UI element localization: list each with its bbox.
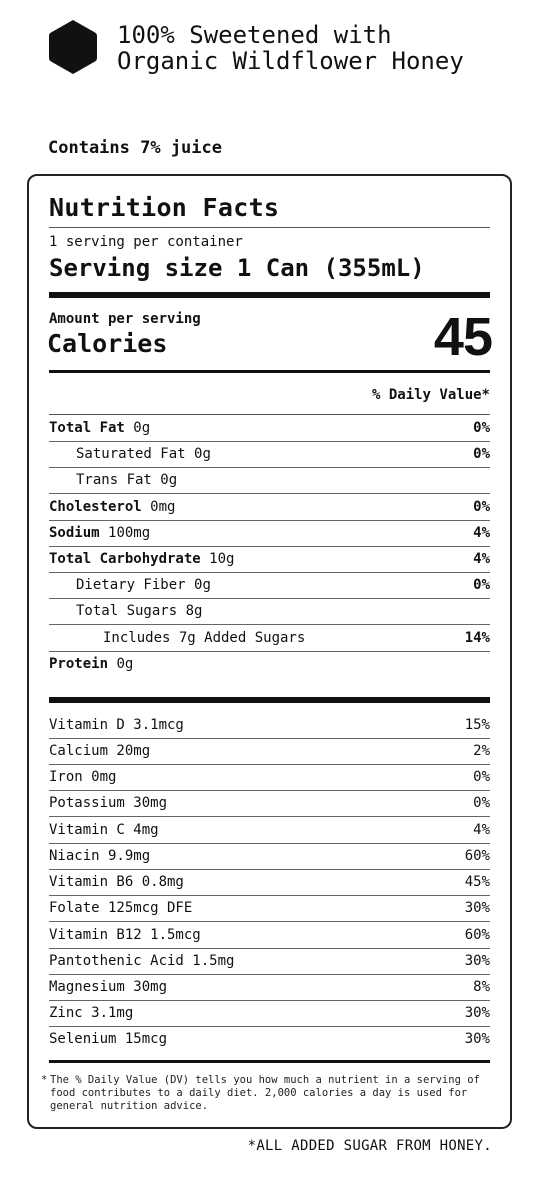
nutrient-amount: 100mg <box>108 525 151 541</box>
vitamin-dv: 15% <box>464 717 490 733</box>
vitamin-row: Zinc 3.1mg 30% <box>49 1001 490 1027</box>
vitamin-name: Vitamin C 4mg <box>49 822 159 838</box>
medium-divider <box>49 370 490 373</box>
footnote-star: * <box>41 1074 48 1086</box>
vitamin-row: Selenium 15mcg 30% <box>49 1027 490 1053</box>
headline: 100% Sweetened with Organic Wildflower H… <box>117 22 464 74</box>
added-sugar-note: *ALL ADDED SUGAR FROM HONEY. <box>247 1138 492 1154</box>
vitamin-dv: 30% <box>464 900 490 916</box>
vitamin-name: Vitamin B6 0.8mg <box>49 874 184 890</box>
vitamin-row: Vitamin C 4mg 4% <box>49 818 490 844</box>
vitamin-name: Magnesium 30mg <box>49 979 168 995</box>
nutrient-row-total-carbohydrate: Total Carbohydrate 10g 4% <box>49 547 490 573</box>
nutrition-facts-title: Nutrition Facts <box>49 193 280 222</box>
nutrient-name: Total Sugars <box>76 603 178 619</box>
vitamin-row: Niacin 9.9mg 60% <box>49 844 490 870</box>
nutrient-dv: 4% <box>473 525 490 541</box>
nutrient-name: Protein <box>49 656 109 672</box>
vitamin-name: Pantothenic Acid 1.5mg <box>49 953 235 969</box>
nutrient-dv: 0% <box>473 577 490 593</box>
divider <box>49 227 490 228</box>
nutrient-name: Total Fat <box>49 420 125 436</box>
amount-per-serving-label: Amount per serving <box>49 311 201 327</box>
vitamin-row: Vitamin B12 1.5mcg 60% <box>49 923 490 949</box>
headline-line-1: 100% Sweetened with <box>117 21 392 49</box>
vitamin-dv: 30% <box>464 1031 490 1047</box>
nutrient-dv: 4% <box>473 551 490 567</box>
nutrient-name: Sodium <box>49 525 100 541</box>
nutrient-amount: 10g <box>209 551 235 567</box>
nutrition-facts-panel: Nutrition Facts 1 serving per container … <box>27 174 512 1129</box>
daily-value-header: % Daily Value* <box>371 387 490 403</box>
divider <box>49 414 490 415</box>
vitamin-row: Pantothenic Acid 1.5mg 30% <box>49 949 490 975</box>
calories-value: 45 <box>433 307 493 367</box>
nutrient-dv: 14% <box>464 630 490 646</box>
nutrient-row-trans-fat: Trans Fat 0g <box>49 468 490 494</box>
vitamin-dv: 0% <box>473 795 490 811</box>
nutrient-name: Saturated Fat <box>76 446 186 462</box>
nutrient-amount: 0g <box>194 446 211 462</box>
nutrient-row-sodium: Sodium 100mg 4% <box>49 521 490 547</box>
nutrient-row-added-sugars: Includes 7g Added Sugars 14% <box>49 626 490 652</box>
calories-label: Calories <box>47 329 168 358</box>
vitamin-dv: 60% <box>464 927 490 943</box>
nutrient-row-saturated-fat: Saturated Fat 0g 0% <box>49 442 490 468</box>
medium-divider <box>49 1060 490 1063</box>
nutrient-name: Trans Fat <box>76 472 152 488</box>
vitamin-name: Iron 0mg <box>49 769 117 785</box>
vitamin-name: Potassium 30mg <box>49 795 168 811</box>
nutrient-name: Cholesterol <box>49 499 142 515</box>
footnote-text: The % Daily Value (DV) tells you how muc… <box>50 1074 480 1112</box>
nutrient-dv: 0% <box>473 499 490 515</box>
vitamin-row: Potassium 30mg 0% <box>49 791 490 817</box>
thick-divider <box>49 697 490 703</box>
vitamin-name: Vitamin B12 1.5mcg <box>49 927 201 943</box>
vitamin-dv: 8% <box>473 979 490 995</box>
nutrient-amount: 0g <box>160 472 178 488</box>
vitamin-name: Folate 125mcg DFE <box>49 900 193 916</box>
vitamin-dv: 30% <box>464 953 490 969</box>
servings-per-container: 1 serving per container <box>49 234 243 250</box>
vitamin-name: Selenium 15mcg <box>49 1031 168 1047</box>
vitamin-row: Folate 125mcg DFE 30% <box>49 896 490 922</box>
nutrient-row-total-fat: Total Fat 0g 0% <box>49 416 490 442</box>
nutrient-amount: 0g <box>194 577 211 593</box>
vitamin-dv: 45% <box>464 874 490 890</box>
vitamin-dv: 0% <box>473 769 490 785</box>
nutrient-dv: 0% <box>473 420 490 436</box>
vitamin-row: Iron 0mg 0% <box>49 765 490 791</box>
serving-size: Serving size 1 Can (355mL) <box>49 254 425 282</box>
vitamin-dv: 60% <box>464 848 490 864</box>
nutrient-row-total-sugars: Total Sugars 8g <box>49 599 490 625</box>
vitamin-row: Vitamin B6 0.8mg 45% <box>49 870 490 896</box>
vitamin-row: Vitamin D 3.1mcg 15% <box>49 713 490 739</box>
daily-value-footnote: * The % Daily Value (DV) tells you how m… <box>41 1074 501 1113</box>
nutrient-dv: 0% <box>473 446 490 462</box>
vitamin-name: Zinc 3.1mg <box>49 1005 134 1021</box>
nutrient-amount: 0g <box>133 420 151 436</box>
nutrient-row-dietary-fiber: Dietary Fiber 0g 0% <box>49 573 490 599</box>
headline-line-2: Organic Wildflower Honey <box>117 47 464 75</box>
vitamin-name: Niacin 9.9mg <box>49 848 151 864</box>
vitamin-name: Vitamin D 3.1mcg <box>49 717 184 733</box>
thick-divider <box>49 292 490 298</box>
vitamin-dv: 4% <box>473 822 490 838</box>
vitamin-row: Magnesium 30mg 8% <box>49 975 490 1001</box>
hexagon-icon <box>49 20 97 74</box>
nutrient-name: Total Carbohydrate <box>49 551 201 567</box>
nutrient-name: Dietary Fiber <box>76 577 186 593</box>
nutrient-row-cholesterol: Cholesterol 0mg 0% <box>49 495 490 521</box>
nutrient-amount: 0g <box>116 656 134 672</box>
vitamin-dv: 30% <box>464 1005 490 1021</box>
nutrient-name: Includes 7g Added Sugars <box>103 630 306 646</box>
vitamin-name: Calcium 20mg <box>49 743 151 759</box>
nutrient-amount: 0mg <box>150 499 176 515</box>
nutrient-row-protein: Protein 0g <box>49 652 490 678</box>
vitamin-row: Calcium 20mg 2% <box>49 739 490 765</box>
juice-note: Contains 7% juice <box>48 138 222 158</box>
nutrient-amount: 8g <box>185 603 203 619</box>
vitamin-dv: 2% <box>473 743 490 759</box>
